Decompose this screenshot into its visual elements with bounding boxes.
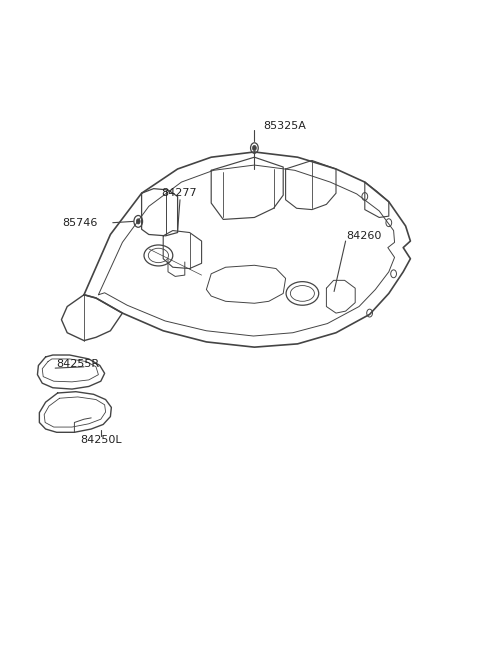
Text: 85325A: 85325A <box>263 121 306 132</box>
Circle shape <box>251 143 258 153</box>
Circle shape <box>252 145 256 151</box>
Text: 84277: 84277 <box>161 188 196 198</box>
Text: 84250L: 84250L <box>80 435 121 445</box>
Circle shape <box>134 215 143 227</box>
Text: 85746: 85746 <box>62 217 98 228</box>
Text: 84260: 84260 <box>347 231 382 241</box>
Circle shape <box>136 219 140 224</box>
Text: 84255R: 84255R <box>57 358 100 369</box>
